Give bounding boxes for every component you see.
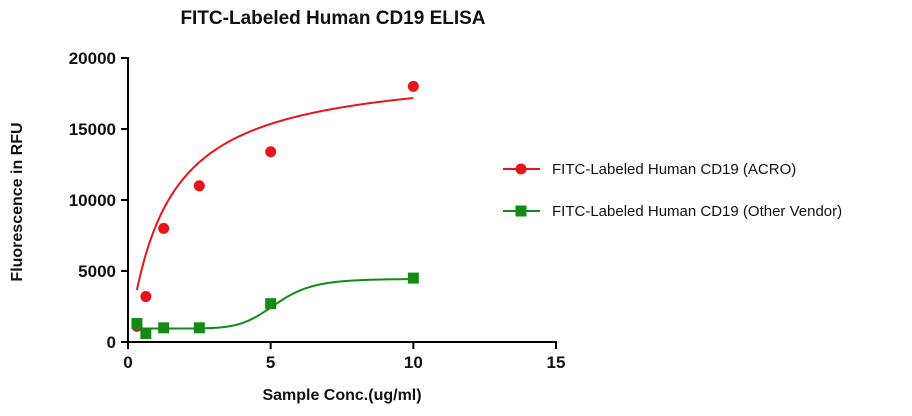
y-tick-label: 0 bbox=[107, 333, 116, 352]
y-axis-title: Fluorescence in RFU bbox=[9, 122, 26, 281]
x-axis-title: Sample Conc.(ug/ml) bbox=[262, 387, 421, 404]
x-tick-label: 10 bbox=[404, 353, 423, 372]
y-tick-label: 5000 bbox=[78, 262, 116, 281]
data-points bbox=[131, 80, 419, 339]
data-point-2 bbox=[407, 272, 419, 284]
legend-label-1: FITC-Labeled Human CD19 (ACRO) bbox=[552, 161, 796, 178]
data-point-1 bbox=[265, 146, 277, 158]
data-point-2 bbox=[193, 322, 205, 334]
data-point-1 bbox=[407, 80, 419, 92]
data-point-2 bbox=[158, 322, 170, 334]
x-tick-label: 0 bbox=[123, 353, 132, 372]
plot-axes: 0 5 10 15 0 5000 10000 15000 20000 bbox=[69, 49, 566, 372]
data-point-1 bbox=[193, 180, 205, 192]
fit-curve-1 bbox=[135, 97, 414, 291]
data-point-2 bbox=[140, 327, 152, 339]
x-tick-label: 5 bbox=[266, 353, 275, 372]
data-point-2 bbox=[131, 318, 143, 330]
legend: FITC-Labeled Human CD19 (ACRO) FITC-Label… bbox=[503, 161, 842, 220]
chart-title: FITC-Labeled Human CD19 ELISA bbox=[180, 8, 485, 29]
data-point-1 bbox=[140, 291, 152, 303]
y-tick-label: 20000 bbox=[69, 49, 116, 68]
legend-label-2: FITC-Labeled Human CD19 (Other Vendor) bbox=[552, 203, 842, 220]
legend-marker-2 bbox=[515, 205, 527, 217]
legend-marker-1 bbox=[515, 163, 527, 175]
data-point-1 bbox=[158, 222, 170, 234]
data-point-2 bbox=[265, 298, 277, 310]
fit-curves bbox=[135, 97, 414, 330]
x-tick-label: 15 bbox=[547, 353, 566, 372]
y-tick-label: 10000 bbox=[69, 191, 116, 210]
y-tick-label: 15000 bbox=[69, 120, 116, 139]
